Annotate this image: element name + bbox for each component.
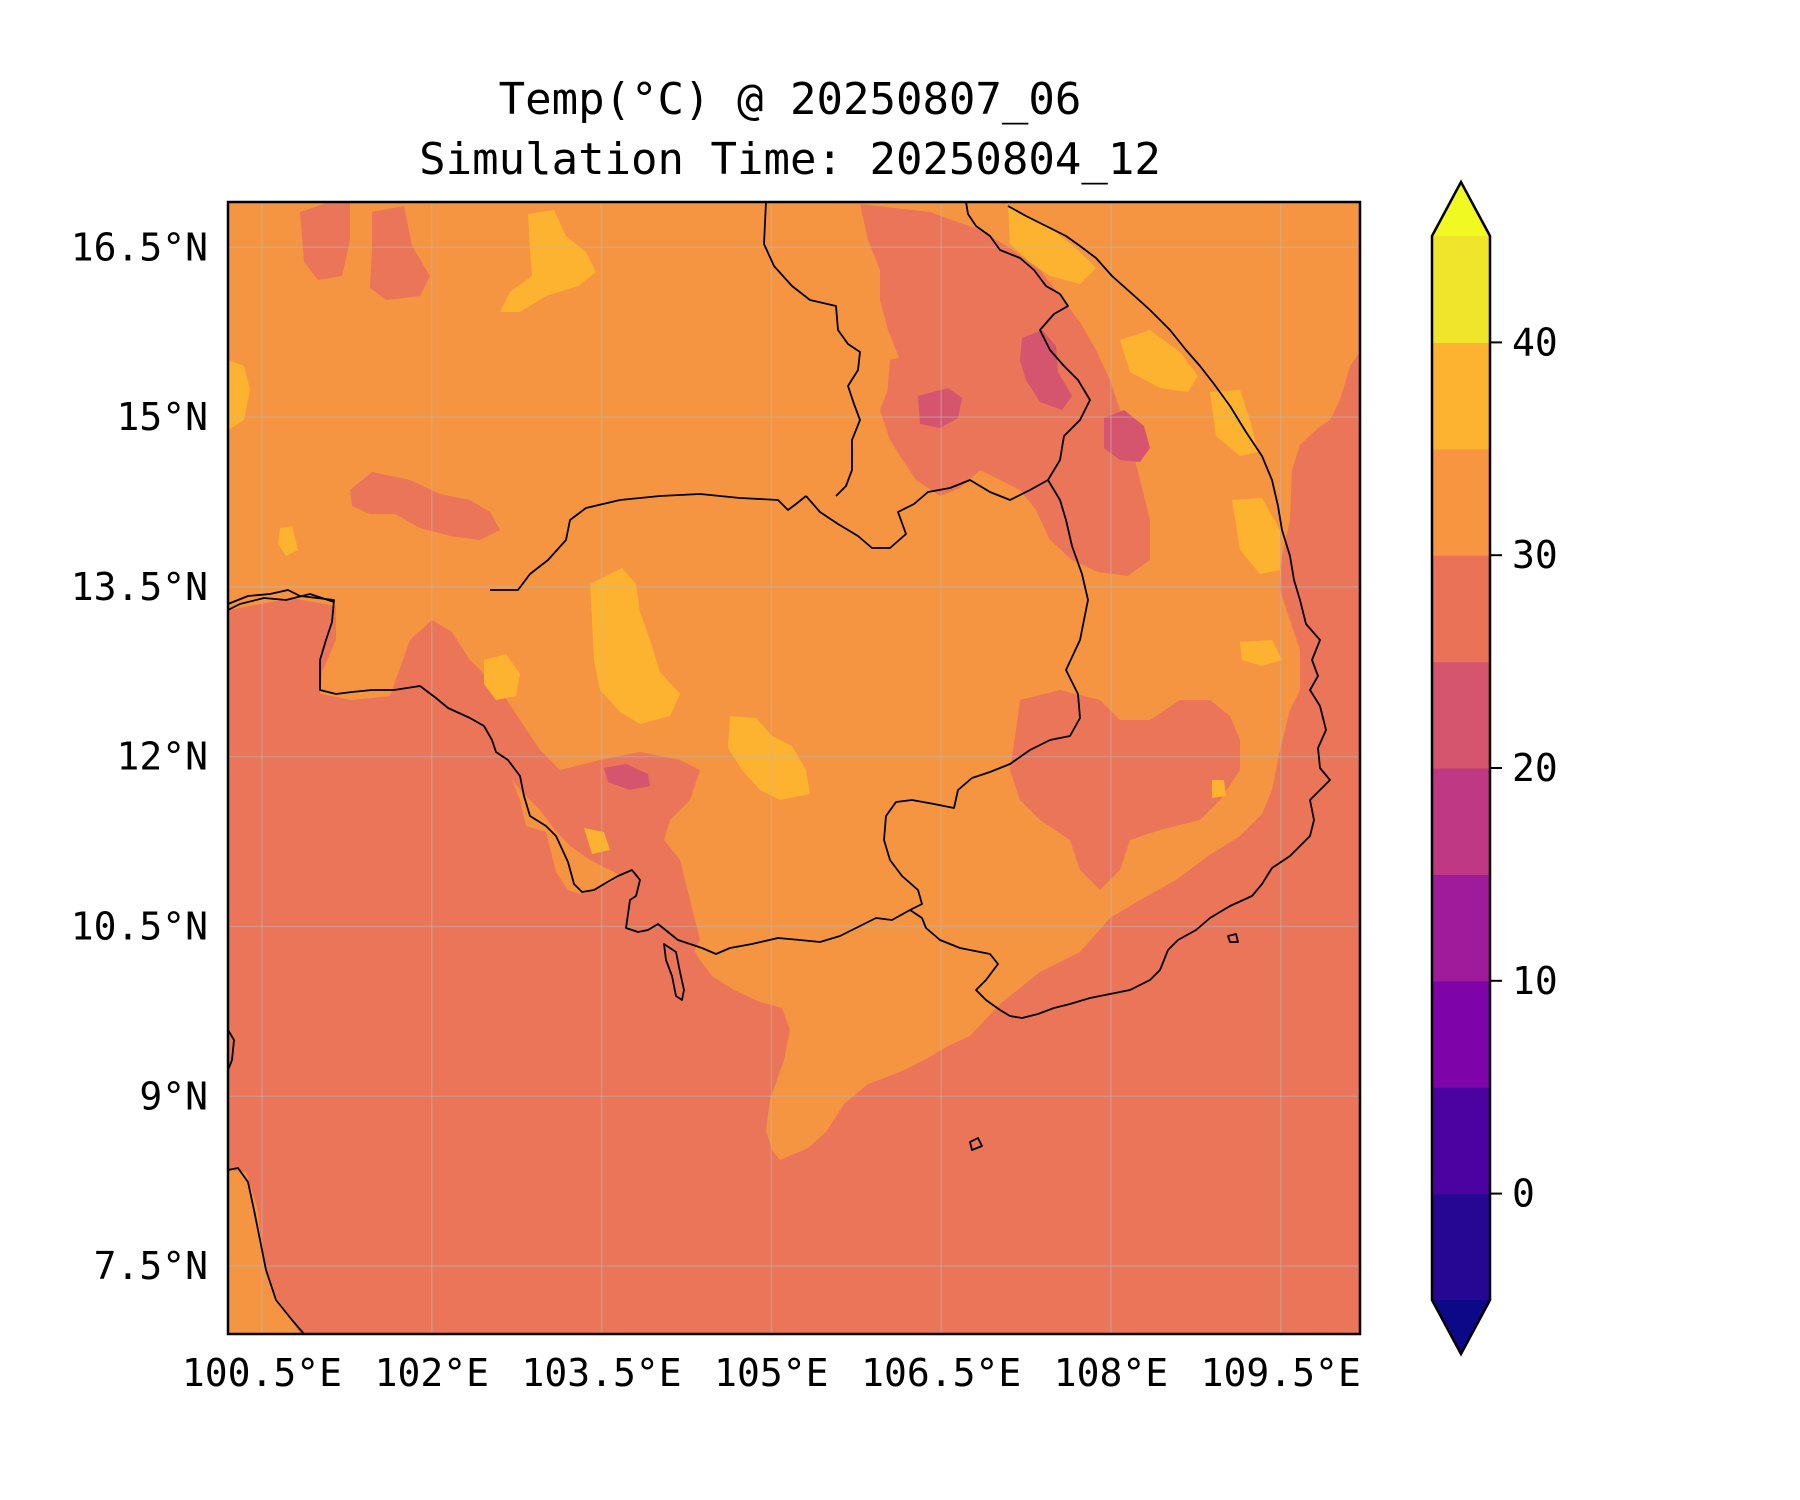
temperature-field-hot-patch-nha-trang [1240, 640, 1282, 666]
lon-tick-label: 105°E [714, 1351, 828, 1395]
colorbar-segment [1432, 874, 1490, 982]
coastline-and-borders [228, 202, 1331, 1334]
colorbar-segment [1432, 448, 1490, 556]
coastline-malay-peninsula [228, 1167, 305, 1334]
lat-tick-label: 13.5°N [71, 565, 208, 609]
coastline-andaman [228, 1029, 235, 1071]
border-thailand-laos [763, 202, 861, 497]
temperature-field-cool-patch-w [350, 472, 500, 540]
border-thailand-myanmar [228, 593, 335, 611]
temperature-field-cold-patch-highland-north [1020, 330, 1072, 410]
temperature-field-cool-patch-nw2 [370, 206, 430, 300]
temperature-field-hot-patch-cambodia-central [728, 716, 810, 800]
border-thailand-cambodia [490, 493, 807, 591]
colorbar-segment [1432, 555, 1490, 663]
lat-tick-label: 9°N [139, 1074, 208, 1118]
temperature-field-west-band [228, 620, 240, 720]
longitude-ticks: 100.5°E 102°E 103.5°E 105°E 106.5°E 108°E 109.… [182, 1351, 1361, 1395]
temperature-field-malay-peninsula [228, 1170, 300, 1334]
temperature-field-hot-patch-small1 [278, 526, 298, 556]
colorbar-extend-under [1432, 1300, 1490, 1354]
colorbar-tick-label: 20 [1512, 746, 1558, 790]
latitude-ticks: 16.5°N 15°N 13.5°N 12°N 10.5°N 9°N 7.5°N [71, 225, 208, 1288]
lon-tick-label: 106.5°E [861, 1351, 1021, 1395]
island-phu-quoc [663, 943, 685, 1001]
colorbar-segment [1432, 1193, 1490, 1301]
coastline-cambodia [689, 909, 911, 955]
colorbar-tick-label: 40 [1512, 320, 1558, 364]
temperature-field-central-highlands-cool [1010, 690, 1240, 890]
colorbar-tick-label: 10 [1512, 959, 1558, 1003]
lon-tick-label: 103.5°E [521, 1351, 681, 1395]
colorbar: 0 10 20 30 40 [1430, 179, 1558, 1357]
lon-tick-label: 100.5°E [182, 1351, 342, 1395]
temperature-field-hot-patch-isan [500, 210, 596, 312]
colorbar-outline [1430, 179, 1492, 1357]
map-subtitle: Simulation Time: 20250804_12 [419, 134, 1161, 185]
colorbar-extend-over [1432, 182, 1490, 236]
coastline-mekong-delta [909, 205, 1331, 1019]
temperature-field-hot-patch-vn-coast-mid [1120, 330, 1198, 392]
map-title: Temp(°C) @ 20250807_06 [498, 74, 1082, 125]
temperature-field-cool-patch-nw1 [300, 202, 350, 280]
colorbar-segment [1432, 768, 1490, 875]
colorbar-segment [1432, 236, 1490, 343]
colorbar-tick-label: 30 [1512, 533, 1558, 577]
temperature-field-cold-patch-highland-east [1104, 410, 1150, 462]
temperature-field-hot-patch-vn-coast-north [1008, 206, 1096, 284]
lat-tick-label: 7.5°N [94, 1244, 208, 1288]
temperature-field-sea [228, 352, 1360, 1334]
temperature-field-hot-patch-small2 [484, 654, 520, 700]
island-con-dao [1227, 933, 1239, 943]
colorbar-segment [1432, 1087, 1490, 1195]
border-cambodia-vietnam [883, 479, 1089, 911]
lat-tick-label: 15°N [116, 395, 208, 439]
border-cambodia-laos-vietnam [805, 202, 1091, 549]
colorbar-segment [1432, 980, 1490, 1088]
island-tho-chu [969, 1137, 983, 1151]
lat-tick-label: 12°N [116, 735, 208, 779]
map-gridlines [228, 202, 1360, 1334]
coastline-thailand-gulf [228, 589, 691, 945]
temperature-field-hot-patch-vn-coast-south [1232, 498, 1280, 574]
temperature-field-hot-patch-west-edge [228, 360, 250, 430]
temperature-field-hot-patch-small3 [584, 828, 610, 854]
map-frame [226, 200, 1362, 1336]
lon-tick-label: 102°E [375, 1351, 489, 1395]
lon-tick-label: 109.5°E [1201, 1351, 1361, 1395]
colorbar-tick-label: 0 [1512, 1172, 1535, 1216]
lon-tick-label: 108°E [1054, 1351, 1168, 1395]
temperature-field-hot-patch-vn-coast-lower [1210, 390, 1258, 456]
lat-tick-label: 16.5°N [71, 225, 208, 269]
map-panel [228, 202, 1360, 1334]
colorbar-segment [1432, 342, 1490, 450]
temperature-field-cold-patch-cardamom [604, 764, 650, 790]
lat-tick-label: 10.5°N [71, 904, 208, 948]
temperature-field-hot-patch-cambodia-north [590, 568, 680, 724]
temperature-field-highlands-cool [860, 204, 1150, 576]
temperature-field-cold-patch-laos [918, 388, 962, 428]
colorbar-segment [1432, 661, 1490, 769]
temperature-field-hot-patch-small4 [1212, 780, 1226, 798]
